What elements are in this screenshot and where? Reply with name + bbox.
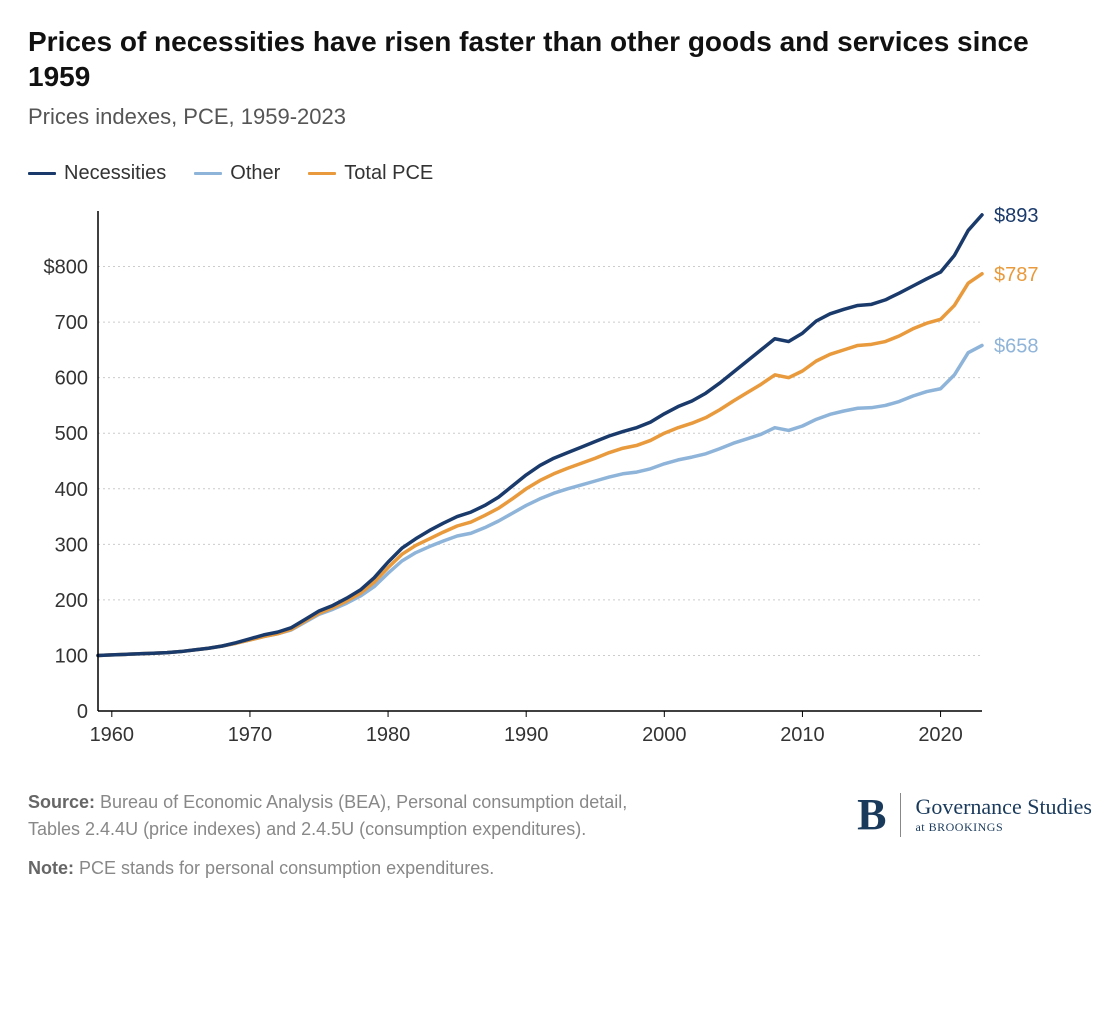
x-axis-label: 1960: [90, 724, 135, 746]
legend-label-total: Total PCE: [344, 162, 433, 185]
y-axis-label: 200: [55, 590, 88, 612]
legend-label-other: Other: [230, 162, 280, 185]
legend: Necessities Other Total PCE: [28, 162, 1092, 185]
end-label-total: $787: [994, 264, 1039, 286]
end-label-necessities: $893: [994, 205, 1039, 227]
brookings-text: Governance Studies at BROOKINGS: [915, 795, 1092, 834]
brookings-main-text: Governance Studies: [915, 795, 1092, 819]
source-label: Source:: [28, 792, 95, 812]
x-axis-label: 2020: [918, 724, 963, 746]
legend-swatch-total: [308, 172, 336, 175]
x-axis-label: 1980: [366, 724, 411, 746]
source-text: Bureau of Economic Analysis (BEA), Perso…: [28, 792, 627, 839]
note-label: Note:: [28, 858, 74, 878]
chart-subtitle: Prices indexes, PCE, 1959-2023: [28, 104, 1092, 130]
x-axis-label: 1990: [504, 724, 549, 746]
y-axis-label: 300: [55, 534, 88, 556]
y-axis-label: $800: [44, 257, 89, 279]
brookings-logo: B Governance Studies at BROOKINGS: [857, 789, 1092, 837]
x-axis-label: 2000: [642, 724, 687, 746]
legend-swatch-necessities: [28, 172, 56, 175]
y-axis-label: 700: [55, 312, 88, 334]
y-axis-label: 500: [55, 423, 88, 445]
y-axis-label: 400: [55, 479, 88, 501]
chart-area: 0 100 200 300 400 500 600 700 $800 1960 1970 1980 19…: [28, 201, 1092, 761]
y-axis-label: 0: [77, 701, 88, 723]
note-text: PCE stands for personal consumption expe…: [74, 858, 494, 878]
series-line-necessities: [98, 215, 982, 656]
logo-divider: [900, 793, 901, 837]
x-axis-label: 2010: [780, 724, 825, 746]
legend-item-necessities: Necessities: [28, 162, 166, 185]
legend-item-total: Total PCE: [308, 162, 433, 185]
brookings-sub-text: at BROOKINGS: [915, 820, 1092, 835]
y-axis-label: 600: [55, 368, 88, 390]
end-label-other: $658: [994, 335, 1039, 357]
legend-item-other: Other: [194, 162, 280, 185]
line-chart-svg: 0 100 200 300 400 500 600 700 $800 1960 1970 1980 19…: [28, 201, 1092, 761]
brookings-b-icon: B: [857, 793, 886, 837]
series-line-other: [98, 345, 982, 655]
chart-title: Prices of necessities have risen faster …: [28, 24, 1092, 94]
footer-text: Source: Bureau of Economic Analysis (BEA…: [28, 789, 648, 894]
x-axis-label: 1970: [228, 724, 273, 746]
footer: Source: Bureau of Economic Analysis (BEA…: [28, 789, 1092, 894]
legend-label-necessities: Necessities: [64, 162, 166, 185]
y-axis-label: 100: [55, 645, 88, 667]
legend-swatch-other: [194, 172, 222, 175]
